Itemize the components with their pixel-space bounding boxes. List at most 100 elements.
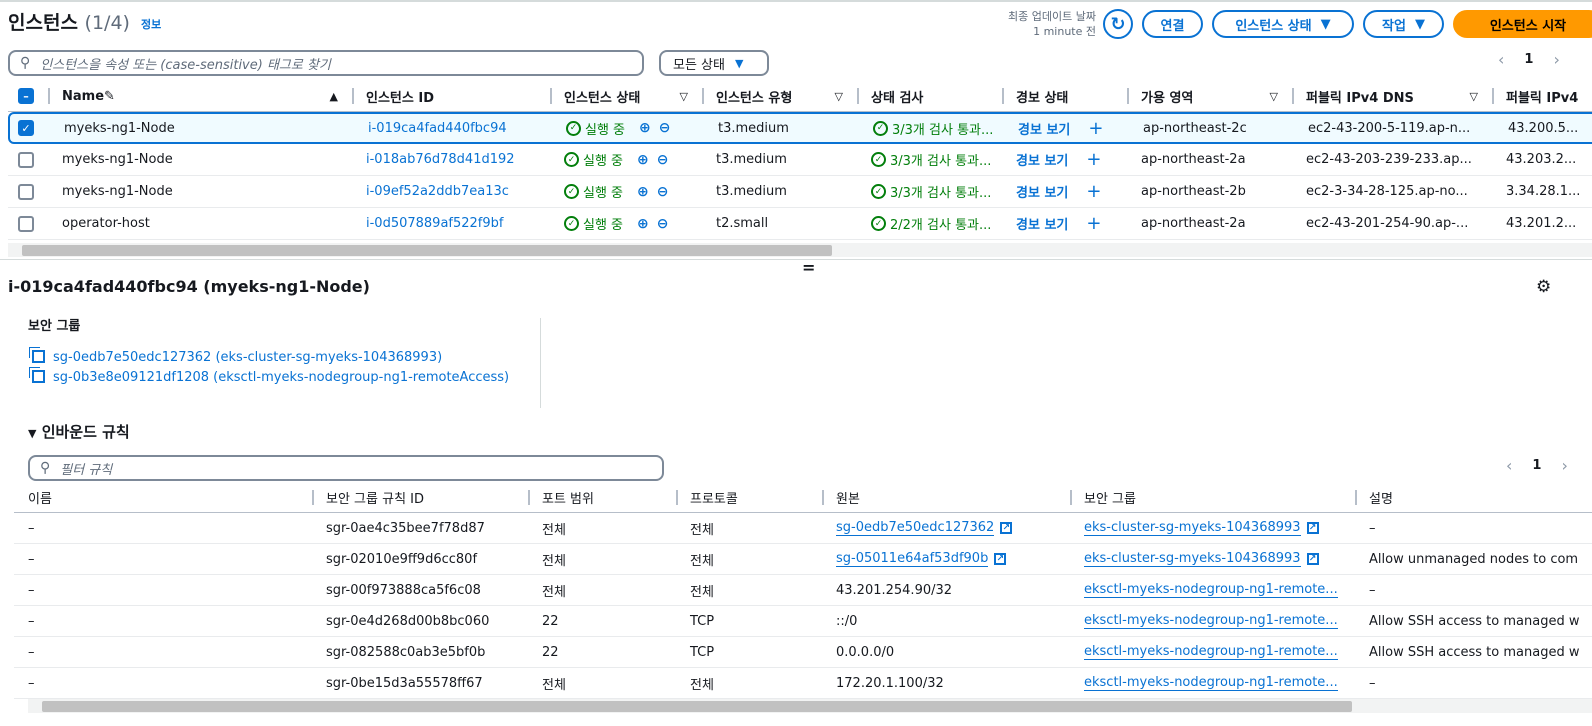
- sort-icon[interactable]: ▽: [1269, 89, 1278, 103]
- sort-icon[interactable]: ▲: [329, 89, 338, 103]
- column-header[interactable]: 이름: [14, 483, 312, 512]
- row-checkbox[interactable]: [18, 151, 34, 168]
- zoom-in-icon[interactable]: ⊕: [637, 215, 649, 232]
- external-link-icon[interactable]: ↗: [1000, 522, 1013, 534]
- row-checkbox[interactable]: [18, 183, 34, 200]
- column-header[interactable]: 보안 그룹 규칙 ID: [312, 483, 528, 512]
- zoom-in-icon[interactable]: ⊕: [639, 120, 651, 136]
- row-checkbox[interactable]: [18, 215, 34, 232]
- scrollbar-thumb[interactable]: [22, 245, 832, 256]
- prev-page-icon[interactable]: ‹: [1506, 456, 1513, 475]
- select-all-checkbox[interactable]: –: [18, 88, 34, 104]
- row-select-cell[interactable]: [8, 144, 48, 175]
- zoom-out-icon[interactable]: ⊖: [658, 120, 671, 136]
- table-row[interactable]: operator-host i-0d507889af522f9bf ✓ 실행 중 ⊕ ⊖ t…: [8, 208, 1592, 240]
- column-header[interactable]: 인스턴스 ID: [352, 81, 550, 111]
- instance-id-link[interactable]: i-0d507889af522f9bf: [366, 216, 504, 231]
- table-row[interactable]: ✓ myeks-ng1-Node i-019ca4fad440fbc94 ✓ 실행 중 ⊕…: [8, 112, 1592, 144]
- column-header-label: 포트 범위: [542, 492, 594, 507]
- info-link[interactable]: 정보: [141, 18, 162, 31]
- security-group-link[interactable]: eksctl-myeks-nodegroup-ng1-remote...: [1084, 582, 1338, 598]
- zoom-out-icon[interactable]: ⊖: [656, 151, 669, 168]
- column-header[interactable]: Name ✎ ▲: [48, 81, 352, 111]
- security-group-link[interactable]: sg-0b3e8e09121df1208 (eksctl-myeks-nodeg…: [32, 368, 509, 385]
- column-header[interactable]: 보안 그룹: [1070, 483, 1355, 512]
- rules-scrollbar[interactable]: [28, 699, 1592, 713]
- actions-button[interactable]: 작업 ▼: [1363, 10, 1444, 38]
- zoom-in-icon[interactable]: ⊕: [637, 183, 649, 200]
- row-select-cell[interactable]: ✓: [10, 114, 50, 142]
- instance-id-link[interactable]: i-019ca4fad440fbc94: [368, 120, 507, 136]
- instances-scrollbar[interactable]: [8, 243, 1592, 257]
- select-all-cell[interactable]: –: [8, 81, 48, 111]
- column-header[interactable]: 경보 상태: [1002, 81, 1127, 111]
- column-header[interactable]: 상태 검사: [857, 81, 1002, 111]
- external-link-icon[interactable]: ↗: [1306, 522, 1319, 534]
- inbound-rules-toggle[interactable]: ▼ 인바운드 규칙: [28, 421, 130, 442]
- table-row[interactable]: myeks-ng1-Node i-09ef52a2ddb7ea13c ✓ 실행 중 ⊕ ⊖…: [8, 176, 1592, 208]
- prev-page-icon[interactable]: ‹: [1498, 50, 1505, 69]
- security-group-link[interactable]: eksctl-myeks-nodegroup-ng1-remote...: [1084, 613, 1338, 629]
- zoom-out-icon[interactable]: ⊖: [656, 215, 669, 232]
- next-page-icon[interactable]: ›: [1553, 50, 1560, 69]
- cell-description: Allow unmanaged nodes to com: [1355, 544, 1592, 574]
- source-link[interactable]: sg-05011e64af53df90b: [836, 551, 989, 567]
- instance-id-link[interactable]: i-018ab76d78d41d192: [366, 152, 515, 167]
- security-group-link[interactable]: eks-cluster-sg-myeks-104368993: [1084, 551, 1301, 567]
- column-header[interactable]: 포트 범위: [528, 483, 676, 512]
- edit-icon[interactable]: ✎: [104, 88, 115, 104]
- row-select-cell[interactable]: [8, 208, 48, 239]
- column-header[interactable]: 퍼블릭 IPv4: [1492, 81, 1592, 111]
- external-link-icon[interactable]: ↗: [994, 553, 1007, 565]
- copy-icon[interactable]: [32, 350, 45, 363]
- next-page-icon[interactable]: ›: [1561, 456, 1568, 475]
- page-number[interactable]: 1: [1532, 458, 1542, 473]
- settings-gear-icon[interactable]: ⚙: [1536, 277, 1552, 297]
- security-group-link[interactable]: sg-0edb7e50edc127362 (eks-cluster-sg-mye…: [32, 348, 442, 365]
- zoom-out-icon[interactable]: ⊖: [656, 183, 669, 200]
- zoom-in-icon[interactable]: ⊕: [637, 151, 649, 168]
- column-header[interactable]: 퍼블릭 IPv4 DNS ▽: [1292, 81, 1492, 111]
- copy-icon[interactable]: [32, 370, 45, 383]
- column-header[interactable]: 인스턴스 유형 ▽: [702, 81, 857, 111]
- sort-icon[interactable]: ▽: [679, 89, 688, 103]
- page-number[interactable]: 1: [1524, 52, 1534, 67]
- check-circle-icon: ✓: [564, 184, 579, 199]
- sort-icon[interactable]: ▽: [834, 89, 843, 103]
- row-select-cell[interactable]: [8, 176, 48, 207]
- instance-id-link[interactable]: i-09ef52a2ddb7ea13c: [366, 184, 509, 199]
- row-checkbox[interactable]: ✓: [18, 120, 34, 136]
- add-alarm-icon[interactable]: +: [1086, 181, 1102, 202]
- column-header[interactable]: 가용 영역 ▽: [1127, 81, 1292, 111]
- add-alarm-icon[interactable]: +: [1088, 117, 1104, 139]
- connect-button[interactable]: 연결: [1142, 10, 1203, 38]
- state-filter-select[interactable]: 모든 상태 ▼: [659, 50, 769, 76]
- view-alarms-link[interactable]: 경보 보기: [1018, 122, 1071, 138]
- view-alarms-link[interactable]: 경보 보기: [1016, 154, 1069, 169]
- sort-icon[interactable]: ▽: [1469, 89, 1478, 103]
- external-link-icon[interactable]: ↗: [1306, 553, 1319, 565]
- security-group-link[interactable]: eksctl-myeks-nodegroup-ng1-remote...: [1084, 644, 1338, 660]
- security-group-link[interactable]: eks-cluster-sg-myeks-104368993: [1084, 520, 1301, 536]
- view-alarms-link[interactable]: 경보 보기: [1016, 186, 1069, 201]
- protocol: 전체: [690, 522, 714, 538]
- view-alarms-link[interactable]: 경보 보기: [1016, 218, 1069, 233]
- column-header-label: 인스턴스 ID: [366, 90, 434, 106]
- launch-instance-button[interactable]: 인스턴스 시작: [1453, 10, 1592, 38]
- detail-title: i-019ca4fad440fbc94 (myeks-ng1-Node): [8, 277, 370, 296]
- column-header[interactable]: 프로토콜: [676, 483, 822, 512]
- column-header[interactable]: 설명: [1355, 483, 1592, 512]
- column-header[interactable]: 인스턴스 상태 ▽: [550, 81, 702, 111]
- add-alarm-icon[interactable]: +: [1086, 149, 1102, 170]
- source-link[interactable]: sg-0edb7e50edc127362: [836, 520, 995, 536]
- scrollbar-thumb[interactable]: [42, 701, 1352, 712]
- instance-search-input[interactable]: ⚲ 인스턴스을 속성 또는 (case-sensitive) 태그로 찾기: [8, 50, 644, 76]
- rule-filter-input[interactable]: ⚲ 필터 규칙: [28, 455, 664, 481]
- resize-handle-icon[interactable]: =: [802, 258, 816, 277]
- security-group-link[interactable]: eksctl-myeks-nodegroup-ng1-remote...: [1084, 675, 1338, 691]
- table-row[interactable]: myeks-ng1-Node i-018ab76d78d41d192 ✓ 실행 중 ⊕ ⊖…: [8, 144, 1592, 176]
- column-header[interactable]: 원본: [822, 483, 1070, 512]
- refresh-button[interactable]: ↻: [1103, 9, 1133, 39]
- add-alarm-icon[interactable]: +: [1086, 213, 1102, 234]
- instance-state-button[interactable]: 인스턴스 상태 ▼: [1212, 10, 1354, 38]
